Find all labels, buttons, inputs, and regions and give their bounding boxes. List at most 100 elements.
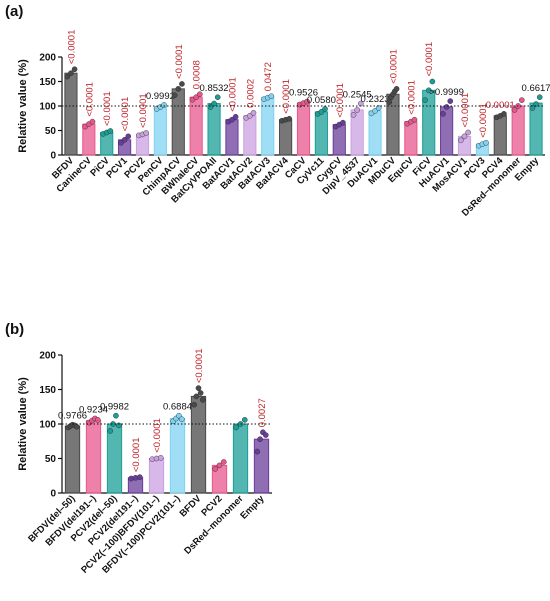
data-point	[340, 119, 346, 126]
data-point	[161, 102, 167, 108]
x-tick-label: Empty	[238, 493, 267, 522]
data-point	[107, 128, 114, 134]
data-point	[304, 98, 310, 105]
bar	[279, 119, 293, 156]
data-point	[193, 94, 199, 100]
data-point	[216, 462, 223, 469]
p-value: <0.0001	[227, 77, 238, 112]
data-point	[214, 94, 221, 100]
data-point	[354, 107, 360, 113]
y-axis-label: Relative value (%)	[17, 377, 29, 471]
data-point	[411, 116, 418, 123]
data-point	[519, 97, 525, 103]
data-point	[536, 94, 543, 100]
bar	[148, 458, 165, 494]
data-point	[232, 113, 239, 120]
data-point	[107, 428, 114, 434]
data-point	[429, 78, 436, 85]
bar	[296, 102, 311, 156]
data-point	[178, 416, 185, 422]
x-tick-label: BFDV	[178, 493, 205, 520]
p-value: <0.0001	[424, 42, 435, 77]
data-point	[440, 111, 446, 117]
bar	[190, 395, 207, 494]
p-value: <0.0001	[174, 44, 185, 79]
p-value: <0.0001	[66, 30, 77, 65]
data-point	[94, 417, 101, 423]
p-value: 0.9992	[146, 91, 175, 102]
p-value: 0.9766	[58, 411, 87, 422]
data-point	[241, 417, 248, 423]
bar	[243, 115, 257, 156]
data-point	[118, 139, 124, 146]
bar	[493, 115, 507, 156]
data-point	[483, 139, 489, 146]
p-value: 0.2323	[361, 94, 390, 105]
bar	[169, 417, 186, 494]
data-point	[422, 97, 428, 103]
p-value: 0.9234	[79, 404, 108, 415]
data-point	[458, 137, 464, 144]
bar	[404, 121, 418, 156]
bar	[261, 97, 275, 156]
data-point	[73, 423, 80, 430]
data-point	[115, 422, 122, 429]
p-value: <0.0001	[102, 91, 113, 126]
data-point	[350, 112, 357, 118]
p-value: 0.0472	[263, 62, 274, 91]
data-point	[511, 107, 518, 113]
p-value: >0.9999	[429, 87, 464, 98]
data-point	[179, 81, 185, 87]
p-value: <0.0001	[460, 93, 471, 128]
data-point	[461, 133, 468, 140]
data-point	[318, 109, 325, 115]
p-value: <0.0001	[281, 79, 292, 114]
y-tick-label: 200	[39, 53, 56, 64]
p-value: <0.0001	[478, 103, 489, 138]
data-point	[68, 70, 74, 76]
data-point	[322, 106, 328, 112]
data-point	[257, 436, 263, 442]
data-point	[533, 101, 539, 107]
p-value: 0.6884	[163, 402, 192, 413]
p-value: 0.0027	[257, 398, 268, 427]
bar	[368, 110, 382, 156]
p-value: 0.9526	[289, 88, 318, 99]
data-point	[125, 133, 132, 140]
data-point	[197, 91, 203, 98]
y-tick-label: 100	[39, 102, 56, 113]
data-point	[233, 424, 240, 431]
data-point	[529, 105, 536, 111]
bar	[253, 438, 270, 494]
data-point	[136, 474, 143, 480]
panel-label: (a)	[5, 3, 23, 20]
p-value: <0.0001	[138, 93, 149, 128]
bar	[64, 72, 78, 156]
y-tick-label: 50	[45, 126, 57, 137]
data-point	[250, 110, 257, 116]
data-point	[425, 87, 432, 94]
data-point	[157, 455, 164, 461]
data-point	[443, 104, 450, 110]
data-point	[386, 99, 393, 105]
p-value: <0.0001	[194, 349, 205, 384]
data-point	[71, 66, 78, 73]
p-value: <0.0001	[120, 97, 131, 132]
y-tick-label: 150	[39, 385, 56, 396]
y-tick-label: 50	[45, 454, 57, 465]
bar	[64, 425, 81, 494]
bar	[85, 420, 102, 494]
y-tick-label: 0	[50, 489, 56, 500]
p-value: <0.0001	[406, 80, 417, 115]
bar	[232, 423, 249, 494]
data-point	[175, 86, 182, 92]
data-point	[211, 100, 217, 107]
data-point	[195, 385, 202, 391]
p-value: <0.0001	[388, 49, 399, 84]
p-value: 0.0580	[307, 95, 336, 106]
data-point	[247, 113, 253, 119]
y-tick-label: 200	[39, 351, 56, 362]
data-point	[121, 137, 128, 143]
data-point	[220, 459, 227, 465]
